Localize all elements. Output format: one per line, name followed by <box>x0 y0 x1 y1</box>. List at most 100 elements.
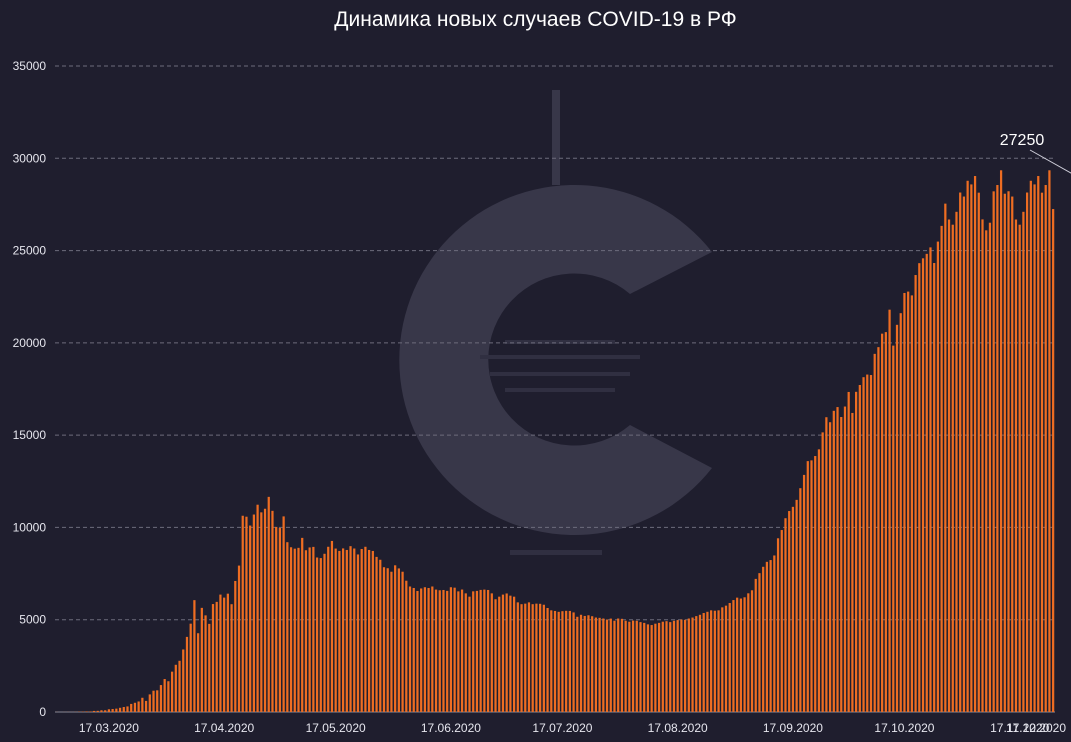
bar <box>881 333 884 712</box>
bar <box>561 611 564 712</box>
bar <box>925 253 928 712</box>
label-layer: 0 5000 10000 15000 20000 25000 30000 35000 17.03… <box>13 59 1071 735</box>
bar <box>397 568 400 712</box>
y-tick-label: 5000 <box>19 613 46 627</box>
bar <box>758 573 761 712</box>
watermark-mic-base <box>510 550 602 555</box>
bar <box>223 597 226 712</box>
bar <box>446 590 449 712</box>
bar <box>405 580 408 712</box>
bar <box>832 410 835 712</box>
bar <box>1044 185 1047 712</box>
bar <box>843 406 847 712</box>
y-tick-label: 15000 <box>13 428 47 442</box>
bar <box>531 604 534 712</box>
bar <box>542 604 545 712</box>
bar <box>985 230 988 712</box>
bar <box>539 603 542 712</box>
bar <box>289 547 293 712</box>
bar <box>141 697 144 712</box>
bar <box>988 222 992 712</box>
bar <box>304 550 308 712</box>
bar <box>970 184 973 712</box>
bar <box>1037 176 1040 713</box>
bar <box>791 506 795 712</box>
bar <box>453 587 456 712</box>
bar <box>565 610 568 712</box>
bar <box>341 548 345 712</box>
bar <box>557 611 560 712</box>
bar <box>386 568 389 712</box>
bar <box>118 707 122 712</box>
bar <box>602 618 605 712</box>
bar <box>338 550 341 712</box>
bar <box>200 607 203 712</box>
bar <box>657 622 661 712</box>
bar <box>156 690 159 712</box>
y-tick-label: 20000 <box>13 336 47 350</box>
bar <box>323 553 326 712</box>
bar <box>390 571 393 712</box>
x-tick-label: 17.07.2020 <box>532 721 592 735</box>
grid-layer <box>55 65 1055 713</box>
bar <box>237 565 241 712</box>
bar <box>550 610 553 712</box>
bar <box>862 377 865 712</box>
bar <box>457 591 460 712</box>
bar <box>360 549 363 712</box>
bar <box>776 538 780 712</box>
bar <box>903 292 906 712</box>
bar <box>182 649 185 712</box>
bar <box>576 616 579 712</box>
bar <box>501 594 505 712</box>
bar <box>828 422 832 712</box>
bar <box>717 610 720 712</box>
bar <box>553 610 557 712</box>
bar <box>743 597 746 712</box>
bar <box>973 176 977 713</box>
bar <box>464 593 467 712</box>
bar <box>483 589 486 712</box>
x-tick-label: 17.11.2020 <box>990 721 1049 735</box>
bar <box>516 602 519 712</box>
bar <box>650 625 653 712</box>
x-tick-label: 17.06.2020 <box>421 721 481 735</box>
watermark-wave <box>505 388 615 392</box>
annotation-label: 27250 <box>1000 132 1045 149</box>
bar <box>1033 184 1036 712</box>
bar <box>189 623 192 712</box>
bar <box>1040 192 1044 712</box>
bar <box>877 347 880 712</box>
bar <box>810 460 813 712</box>
bar <box>817 449 821 712</box>
bar <box>907 291 910 712</box>
bar <box>799 488 802 712</box>
bar <box>858 384 861 712</box>
bar <box>349 546 352 712</box>
bar <box>315 557 319 712</box>
bar <box>762 566 765 712</box>
bar <box>278 527 282 712</box>
bar <box>929 247 932 712</box>
bar <box>936 241 940 712</box>
bar <box>609 618 612 712</box>
bar <box>394 565 397 712</box>
bar <box>159 685 163 712</box>
bar <box>535 603 538 712</box>
bar <box>364 546 367 712</box>
bar <box>104 710 107 712</box>
bar <box>736 597 739 712</box>
bar <box>620 618 624 712</box>
bar <box>275 526 278 712</box>
bar <box>420 588 423 712</box>
bar <box>126 706 129 712</box>
bar <box>286 542 289 712</box>
bar <box>263 508 267 712</box>
bar <box>301 537 304 712</box>
bar <box>855 391 858 712</box>
bar <box>505 593 508 712</box>
bar <box>940 225 943 712</box>
bar <box>918 263 921 712</box>
bar <box>687 618 690 712</box>
